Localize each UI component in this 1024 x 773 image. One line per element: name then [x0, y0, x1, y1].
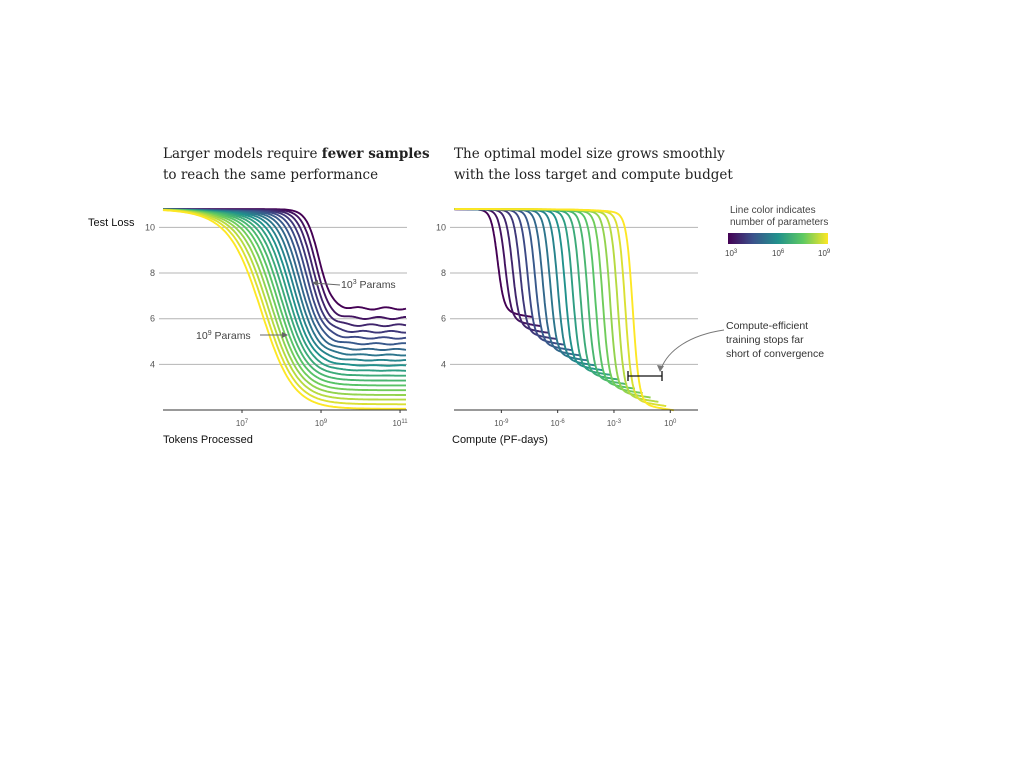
right-y-ticks: 4 6 8 10: [436, 222, 446, 369]
x-tick-label: 10-3: [607, 419, 622, 428]
annotation-large-model: 109 Params: [196, 330, 288, 342]
series-line: [163, 208, 406, 396]
x-tick-label: 107: [236, 419, 249, 428]
compute-note-line1: Compute-efficient: [726, 320, 808, 332]
annotation-large-label: 109 Params: [196, 330, 251, 342]
series-line: [163, 209, 406, 406]
left-chart-title-line1: Larger models require fewer samples: [163, 146, 430, 162]
x-tick-label: 10-6: [551, 419, 566, 428]
annotation-small-arrow: [313, 282, 341, 286]
annotation-small-model: 103 Params: [312, 279, 396, 291]
y-tick-label: 10: [436, 222, 446, 232]
right-x-axis-label: Compute (PF-days): [452, 434, 548, 446]
annotation-large-arrowhead: [282, 332, 288, 338]
legend-title-line1: Line color indicates: [730, 205, 816, 216]
left-x-axis-label: Tokens Processed: [163, 434, 253, 446]
left-y-ticks: 4 6 8 10: [145, 222, 155, 369]
right-chart-title-line2: with the loss target and compute budget: [454, 167, 733, 183]
y-tick-label: 6: [441, 314, 446, 324]
colorbar-tick-min: 103: [725, 249, 738, 258]
series-line: [454, 208, 643, 395]
series-line: [163, 208, 406, 401]
colorbar: [728, 233, 828, 244]
colorbar-tick-mid: 106: [772, 249, 785, 258]
legend-title-line2: number of parameters: [730, 217, 828, 228]
y-tick-label: 10: [145, 222, 155, 232]
left-lines: [162, 208, 407, 410]
y-tick-label: 8: [150, 268, 155, 278]
y-tick-label: 4: [150, 359, 155, 369]
x-tick-label: 100: [664, 419, 677, 428]
left-chart-title-line2: to reach the same performance: [163, 167, 378, 183]
compute-efficient-bracket: [627, 371, 663, 381]
left-x-ticks: 107 109 1011: [236, 410, 408, 428]
series-line: [163, 209, 406, 410]
annotation-small-label: 103 Params: [341, 279, 396, 291]
series-line: [454, 208, 581, 357]
y-tick-label: 8: [441, 268, 446, 278]
y-tick-label: 4: [441, 359, 446, 369]
series-line: [454, 208, 675, 412]
compute-note-arrow: [660, 329, 725, 370]
right-lines: [453, 208, 675, 412]
compute-note-line2: training stops far: [726, 334, 804, 346]
y-tick-label: 6: [150, 314, 155, 324]
compute-note-line3: short of convergence: [726, 348, 824, 360]
x-tick-label: 1011: [392, 419, 408, 428]
right-chart-title-line1: The optimal model size grows smoothly: [454, 146, 725, 162]
x-tick-label: 10-9: [494, 419, 509, 428]
right-x-ticks: 10-9 10-6 10-3 100: [494, 410, 677, 428]
colorbar-tick-max: 109: [818, 249, 831, 258]
left-y-axis-label: Test Loss: [88, 217, 135, 229]
annotation-small-arrowhead: [312, 280, 318, 286]
x-tick-label: 109: [315, 419, 328, 428]
compute-note-arrowhead: [657, 365, 664, 372]
